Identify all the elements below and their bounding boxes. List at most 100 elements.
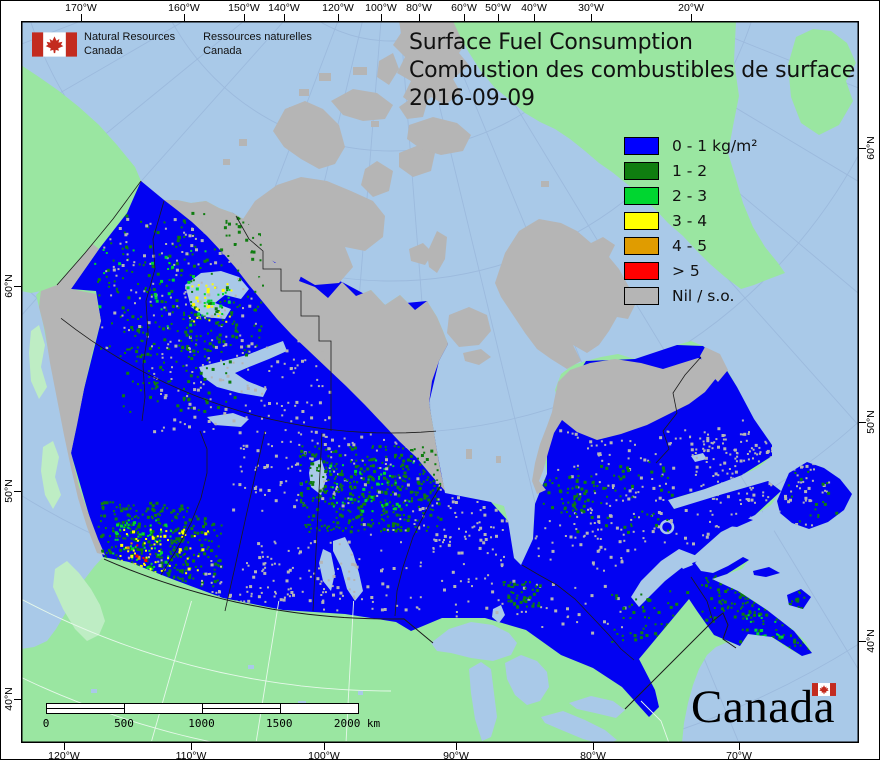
tick-mark [80, 14, 82, 21]
legend-swatch [624, 236, 659, 255]
scale-label: 2000 km [333, 717, 381, 730]
tundra-nil-areas [39, 200, 728, 555]
map-canvas: Natural Resources Canada Ressources natu… [21, 21, 859, 743]
legend-item: 0 - 1 kg/m² [624, 133, 757, 158]
tick-mark [323, 743, 325, 750]
arctic-islands [223, 21, 635, 463]
legend-item: 3 - 4 [624, 208, 757, 233]
axis-label: 30°W [578, 2, 604, 14]
axis-label: 40°W [521, 2, 547, 14]
axis-label: 150°W [228, 2, 260, 14]
axis-label: 60°N [865, 136, 877, 160]
scale-bar-graphic [46, 703, 359, 714]
legend-label: Nil / s.o. [672, 286, 735, 305]
axis-label: 70°W [726, 750, 752, 760]
axis-label: 170°W [65, 2, 97, 14]
axis-label: 60°N [3, 274, 15, 298]
canada-wordmark: Canada [691, 681, 859, 741]
tick-mark [592, 743, 594, 750]
axis-label: 50°N [3, 479, 15, 503]
tick-mark [533, 14, 535, 21]
alaska-land [21, 65, 141, 293]
axis-label: 120°W [322, 2, 354, 14]
axis-label: 60°W [451, 2, 477, 14]
title-line-en: Surface Fuel Consumption [409, 30, 693, 55]
tick-mark [243, 14, 245, 21]
tick-mark [738, 743, 740, 750]
coastal-islands [29, 325, 105, 641]
scale-label: 1500 [266, 717, 293, 730]
canada-flag-icon [812, 683, 836, 696]
legend-swatch [624, 261, 659, 280]
scale-label: 1000 [188, 717, 215, 730]
nrcan-logo: Natural Resources Canada Ressources natu… [32, 31, 340, 58]
legend-swatch [624, 286, 659, 305]
legend-swatch [624, 211, 659, 230]
legend-label: 4 - 5 [672, 236, 708, 255]
map-title: Surface Fuel Consumption Combustion des … [409, 29, 855, 113]
wordmark-text: Canada [691, 681, 835, 733]
lakes [59, 271, 805, 743]
axis-label: 40°N [865, 629, 877, 653]
legend-item: Nil / s.o. [624, 283, 757, 308]
us-state-lines [21, 598, 670, 743]
greenland-land [453, 21, 856, 289]
scale-bar-labels: 0 500 1000 1500 2000 km [42, 717, 380, 731]
tick-mark [690, 14, 692, 21]
axis-label: 120°W [48, 750, 80, 760]
tick-mark [455, 743, 457, 750]
title-date: 2016-09-09 [409, 86, 535, 111]
tick-mark [463, 14, 465, 21]
axis-label: 100°W [365, 2, 397, 14]
axis-label: 90°W [443, 750, 469, 760]
axis-label: 20°W [678, 2, 704, 14]
legend-label: 2 - 3 [672, 186, 708, 205]
tick-mark [63, 743, 65, 750]
axis-label: 50°N [865, 410, 877, 434]
axis-label: 100°W [308, 750, 340, 760]
tick-mark [859, 421, 866, 423]
fuel-zone-canada [71, 181, 812, 717]
tick-mark [14, 698, 21, 700]
legend-label: > 5 [672, 261, 700, 280]
legend: 0 - 1 kg/m² 1 - 2 2 - 3 3 - 4 4 - 5 > 5 Nil / … [624, 133, 757, 308]
legend-swatch [624, 161, 659, 180]
scale-bar: 0 500 1000 1500 2000 km [42, 703, 380, 731]
tick-mark [14, 490, 21, 492]
title-line-fr: Combustion des combustibles de surface [409, 58, 856, 83]
tick-mark [590, 14, 592, 21]
legend-item: > 5 [624, 258, 757, 283]
tick-mark [497, 14, 499, 21]
tick-mark [190, 743, 192, 750]
legend-label: 3 - 4 [672, 211, 708, 230]
tick-mark [380, 14, 382, 21]
tick-mark [418, 14, 420, 21]
map-frame [21, 21, 859, 743]
scale-label: 500 [114, 717, 134, 730]
axis-label: 110°W [175, 750, 207, 760]
axis-label: 80°W [406, 2, 432, 14]
tick-mark [14, 285, 21, 287]
canada-fuel-map [21, 21, 859, 743]
tick-mark [283, 14, 285, 21]
dept-name-en: Natural Resources Canada [84, 31, 176, 57]
legend-swatch [624, 186, 659, 205]
axis-label: 50°W [485, 2, 511, 14]
legend-label: 0 - 1 kg/m² [672, 136, 758, 155]
legend-item: 1 - 2 [624, 158, 757, 183]
legend-item: 4 - 5 [624, 233, 757, 258]
tick-mark [337, 14, 339, 21]
axis-label: 80°W [580, 750, 606, 760]
dept-name-fr: Ressources naturelles Canada [203, 31, 312, 57]
political-borders [56, 180, 737, 710]
canada-flag-icon [32, 32, 77, 57]
legend-item: 2 - 3 [624, 183, 757, 208]
legend-label: 1 - 2 [672, 161, 708, 180]
axis-label: 40°N [3, 687, 15, 711]
tick-mark [859, 147, 866, 149]
tick-mark [183, 14, 185, 21]
scale-label: 0 [42, 717, 50, 730]
tick-mark [859, 640, 866, 642]
axis-label: 160°W [168, 2, 200, 14]
